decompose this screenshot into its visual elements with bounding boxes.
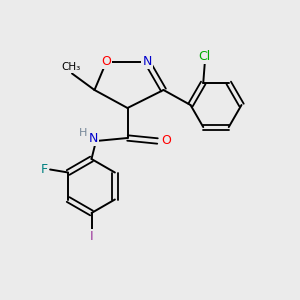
Text: N: N (88, 132, 98, 145)
Text: F: F (40, 163, 48, 176)
Text: H: H (79, 128, 88, 139)
Text: Cl: Cl (199, 50, 211, 63)
Text: I: I (90, 230, 93, 243)
Text: N: N (142, 55, 152, 68)
Text: O: O (161, 134, 171, 148)
Text: CH₃: CH₃ (61, 62, 80, 72)
Text: O: O (102, 55, 111, 68)
